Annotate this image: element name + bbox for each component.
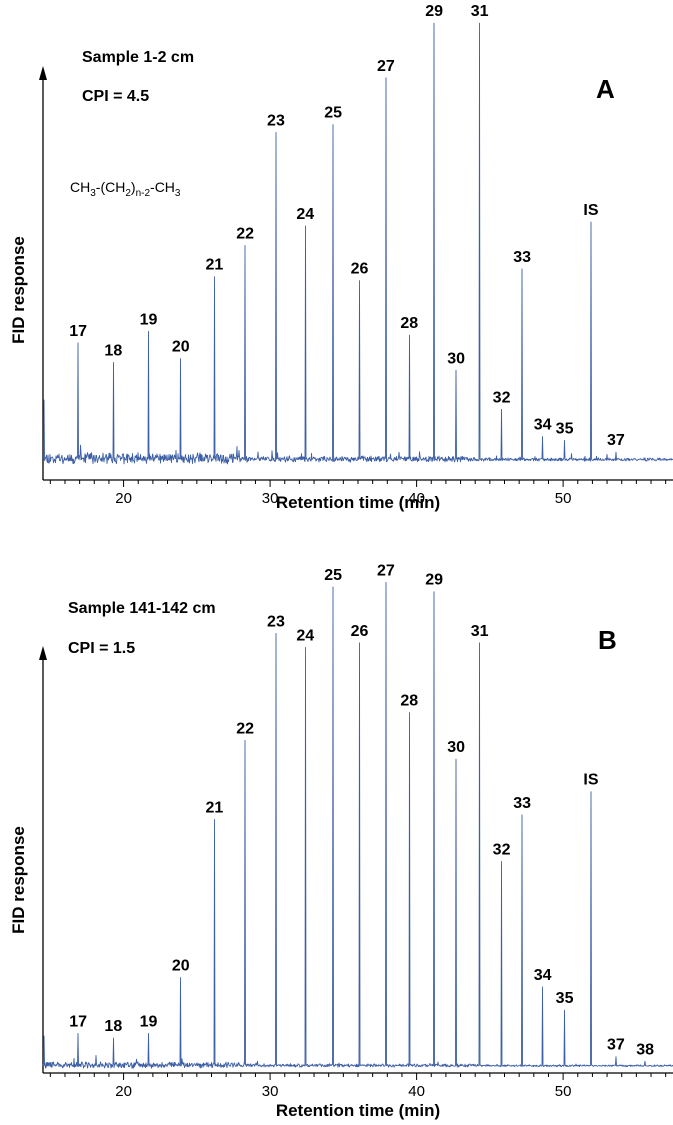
peak-label-18: 18 bbox=[104, 1018, 122, 1035]
peak-label-28: 28 bbox=[400, 693, 418, 710]
panel-a-chromatogram: 20 30 40 50 17 18 19 20 21 22 23 24 25 26 27 28 29 30 31 3… bbox=[9, 3, 673, 512]
panel-a-y-axis-arrow bbox=[39, 66, 47, 80]
peak-label-23: 23 bbox=[267, 614, 285, 631]
peak-label-23: 23 bbox=[267, 112, 285, 129]
panel-a-x-axis-title: Retention time (min) bbox=[276, 493, 440, 512]
peak-label-24: 24 bbox=[296, 206, 314, 223]
peak-label-17: 17 bbox=[69, 323, 87, 340]
peak-label-25: 25 bbox=[324, 567, 342, 584]
peak-label-20: 20 bbox=[172, 339, 190, 356]
peak-label-18: 18 bbox=[104, 343, 122, 360]
panel-b-x-axis-title: Retention time (min) bbox=[276, 1101, 440, 1120]
panel-a-x-ticks bbox=[49, 480, 667, 487]
panel-b-letter: B bbox=[598, 625, 617, 655]
panel-a-y-axis-title: FID response bbox=[9, 236, 28, 344]
peak-label-38: 38 bbox=[636, 1041, 654, 1058]
peak-label-19: 19 bbox=[140, 1013, 158, 1030]
peak-label-21: 21 bbox=[206, 800, 224, 817]
peak-label-35: 35 bbox=[556, 990, 574, 1007]
panel-b-chromatogram: 20 30 40 50 17 18 19 20 21 22 23 24 25 26 27 28 29 30 31 3… bbox=[9, 562, 673, 1120]
x-tick-label: 50 bbox=[555, 1083, 572, 1100]
panel-b-y-axis-title: FID response bbox=[9, 826, 28, 934]
x-tick-label: 40 bbox=[408, 490, 425, 507]
panel-a-letter: A bbox=[596, 74, 615, 104]
peak-label-20: 20 bbox=[172, 958, 190, 975]
panel-a-x-tick-labels: 20 30 40 50 bbox=[115, 490, 571, 507]
peak-label-25: 25 bbox=[324, 105, 342, 122]
panel-b-fid-trace bbox=[42, 581, 673, 1069]
panel-a-cpi-label: CPI = 4.5 bbox=[82, 88, 149, 105]
peak-label-30: 30 bbox=[447, 350, 465, 367]
peak-label-26: 26 bbox=[351, 623, 369, 640]
panel-a-sample-label: Sample 1-2 cm bbox=[82, 49, 194, 66]
peak-label-34: 34 bbox=[534, 967, 552, 984]
peak-label-34: 34 bbox=[534, 417, 552, 434]
peak-label-35: 35 bbox=[556, 421, 574, 438]
peak-label-31: 31 bbox=[471, 623, 489, 640]
peak-label-22: 22 bbox=[236, 226, 254, 243]
panel-b-x-tick-labels: 20 30 40 50 bbox=[115, 1083, 571, 1100]
panel-b-y-axis-arrow bbox=[39, 646, 47, 660]
x-tick-label: 30 bbox=[262, 1083, 279, 1100]
peak-label-is: IS bbox=[583, 772, 598, 789]
panel-b-sample-label: Sample 141-142 cm bbox=[68, 600, 216, 617]
panel-b-cpi-label: CPI = 1.5 bbox=[68, 640, 135, 657]
peak-label-32: 32 bbox=[493, 841, 511, 858]
peak-label-26: 26 bbox=[351, 261, 369, 278]
peak-label-19: 19 bbox=[140, 311, 158, 328]
panel-a-peak-labels: 17 18 19 20 21 22 23 24 25 26 27 28 29 30 31 32 33 34 35 IS… bbox=[69, 3, 625, 449]
peak-label-27: 27 bbox=[377, 562, 395, 579]
peak-label-21: 21 bbox=[206, 257, 224, 274]
peak-label-29: 29 bbox=[425, 3, 443, 20]
peak-label-37: 37 bbox=[607, 1037, 625, 1054]
peak-label-30: 30 bbox=[447, 739, 465, 756]
panel-a-alkane-formula: CH3-(CH2)n-2-CH3 bbox=[70, 179, 181, 199]
peak-label-32: 32 bbox=[493, 389, 511, 406]
peak-label-is: IS bbox=[583, 202, 598, 219]
x-tick-label: 40 bbox=[408, 1083, 425, 1100]
peak-label-24: 24 bbox=[296, 628, 314, 645]
peak-label-28: 28 bbox=[400, 315, 418, 332]
panel-b-x-ticks bbox=[49, 1073, 667, 1080]
peak-label-37: 37 bbox=[607, 432, 625, 449]
x-tick-label: 20 bbox=[115, 490, 132, 507]
x-tick-label: 30 bbox=[262, 490, 279, 507]
panel-a-fid-trace bbox=[42, 22, 673, 465]
peak-label-33: 33 bbox=[513, 795, 531, 812]
peak-label-31: 31 bbox=[471, 3, 489, 20]
x-tick-label: 20 bbox=[115, 1083, 132, 1100]
peak-label-29: 29 bbox=[425, 572, 443, 589]
peak-label-27: 27 bbox=[377, 58, 395, 75]
x-tick-label: 50 bbox=[555, 490, 572, 507]
peak-label-22: 22 bbox=[236, 721, 254, 738]
peak-label-33: 33 bbox=[513, 249, 531, 266]
peak-label-17: 17 bbox=[69, 1013, 87, 1030]
